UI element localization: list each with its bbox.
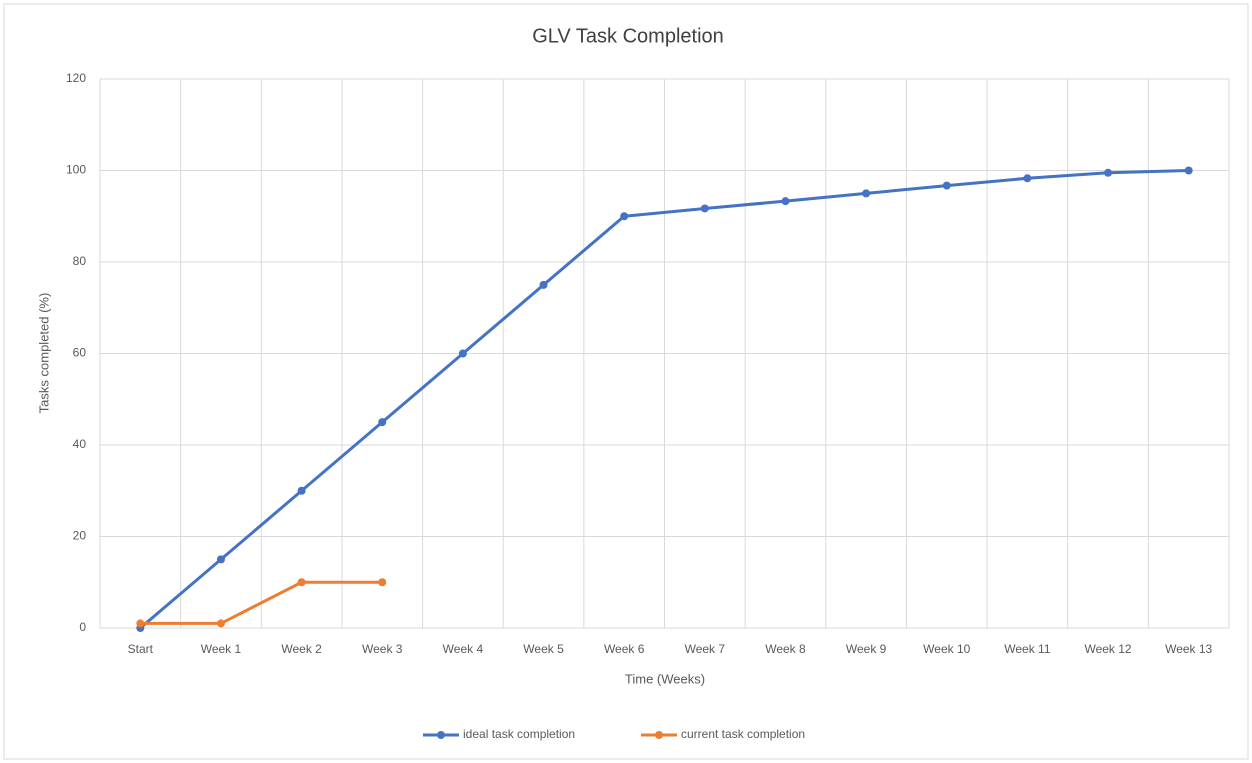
x-tick-label: Start <box>128 642 154 656</box>
legend-label: current task completion <box>681 727 805 741</box>
data-point <box>378 578 387 587</box>
x-tick-label: Week 6 <box>604 642 645 656</box>
legend-marker <box>437 731 445 739</box>
x-tick-label: Week 5 <box>523 642 564 656</box>
legend-marker <box>655 731 663 739</box>
x-tick-label: Week 10 <box>923 642 970 656</box>
y-tick-label: 0 <box>79 620 86 634</box>
legend-label: ideal task completion <box>463 727 575 741</box>
x-tick-label: Week 2 <box>281 642 322 656</box>
data-point <box>216 555 225 564</box>
x-tick-label: Week 7 <box>685 642 726 656</box>
x-tick-label: Week 9 <box>846 642 887 656</box>
data-point <box>862 189 871 198</box>
x-tick-label: Week 13 <box>1165 642 1212 656</box>
series-line <box>139 169 1189 630</box>
data-point <box>942 181 951 190</box>
y-tick-label: 100 <box>66 163 86 177</box>
data-point <box>378 418 387 427</box>
chart-title: GLV Task Completion <box>532 25 724 47</box>
x-tick-label: Week 4 <box>443 642 484 656</box>
data-point <box>1104 168 1113 177</box>
x-tick-label: Week 8 <box>765 642 806 656</box>
y-tick-label: 20 <box>73 529 87 543</box>
y-axis-title: Tasks completed (%) <box>36 293 51 414</box>
x-tick-label: Week 12 <box>1084 642 1131 656</box>
data-point <box>1023 174 1032 183</box>
data-point <box>1184 166 1193 175</box>
y-tick-label: 120 <box>66 71 86 85</box>
data-point <box>781 197 790 206</box>
y-tick-label: 60 <box>73 346 87 360</box>
data-point <box>539 280 548 289</box>
data-point <box>700 204 709 213</box>
y-tick-label: 40 <box>73 437 87 451</box>
y-tick-label: 80 <box>73 254 87 268</box>
data-point <box>458 349 467 358</box>
data-point <box>136 619 145 628</box>
data-point <box>297 578 306 587</box>
data-point <box>216 619 225 628</box>
x-tick-label: Week 1 <box>201 642 242 656</box>
data-point <box>297 486 306 495</box>
x-tick-label: Week 3 <box>362 642 403 656</box>
data-point <box>620 212 629 221</box>
x-tick-label: Week 11 <box>1004 642 1051 656</box>
series-line <box>140 580 383 625</box>
x-axis-title: Time (Weeks) <box>625 671 705 686</box>
chart-border <box>3 3 1249 760</box>
